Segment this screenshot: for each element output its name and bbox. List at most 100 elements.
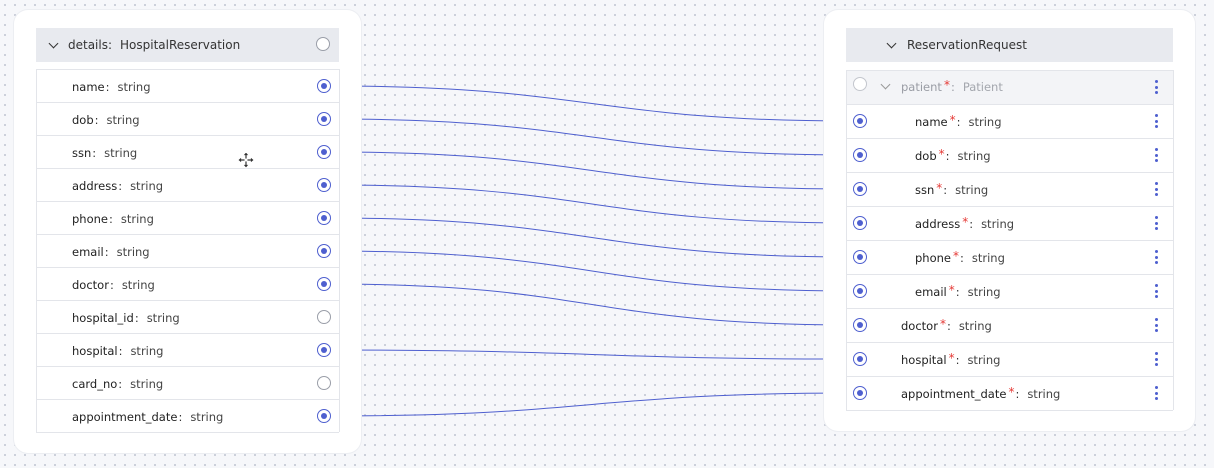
field-type: string bbox=[955, 183, 989, 197]
port-icon[interactable] bbox=[853, 216, 867, 230]
link-appointment-date[interactable] bbox=[330, 392, 854, 417]
port-icon[interactable] bbox=[317, 277, 331, 291]
target-field-doctor[interactable]: doctor *: string bbox=[901, 317, 992, 333]
source-header-type: HospitalReservation bbox=[120, 38, 241, 52]
list-border bbox=[1173, 70, 1174, 410]
field-type: string bbox=[121, 278, 155, 292]
source-field-hospital-id[interactable]: hospital_id: string bbox=[72, 311, 180, 325]
port-icon[interactable] bbox=[853, 182, 867, 196]
list-border bbox=[339, 69, 340, 432]
port-icon[interactable] bbox=[853, 284, 867, 298]
field-name: phone bbox=[915, 251, 951, 265]
required-marker: * bbox=[938, 147, 945, 161]
field-type: Patient bbox=[962, 80, 1003, 94]
required-marker: * bbox=[939, 317, 946, 331]
field-type: string bbox=[130, 377, 164, 391]
required-marker: * bbox=[948, 283, 955, 297]
row-divider bbox=[36, 267, 339, 268]
port-icon[interactable] bbox=[317, 409, 331, 423]
kebab-menu-icon[interactable] bbox=[1151, 318, 1161, 332]
field-name: card_no bbox=[72, 377, 118, 391]
field-type: string bbox=[117, 80, 151, 94]
required-marker: * bbox=[1008, 385, 1015, 399]
port-icon[interactable] bbox=[853, 148, 867, 162]
target-field-patient-name[interactable]: name *: string bbox=[915, 113, 1002, 129]
required-marker: * bbox=[936, 181, 943, 195]
target-field-patient-address[interactable]: address *: string bbox=[915, 215, 1015, 231]
source-field-phone[interactable]: phone: string bbox=[72, 212, 154, 226]
kebab-menu-icon[interactable] bbox=[1151, 284, 1161, 298]
port-icon[interactable] bbox=[317, 343, 331, 357]
port-icon[interactable] bbox=[317, 112, 331, 126]
source-field-doctor[interactable]: doctor: string bbox=[72, 278, 155, 292]
port-icon[interactable] bbox=[853, 352, 867, 366]
kebab-menu-icon[interactable] bbox=[1151, 216, 1161, 230]
target-field-patient-email[interactable]: email *: string bbox=[915, 283, 1001, 299]
port-icon[interactable] bbox=[317, 211, 331, 225]
port-icon[interactable] bbox=[317, 79, 331, 93]
field-type: string bbox=[120, 212, 154, 226]
source-field-name[interactable]: name: string bbox=[72, 80, 151, 94]
field-name: appointment_date bbox=[72, 410, 178, 424]
link-email[interactable] bbox=[330, 250, 854, 292]
target-field-appointment-date[interactable]: appointment_date *: string bbox=[901, 385, 1061, 401]
kebab-menu-icon[interactable] bbox=[1151, 80, 1161, 94]
source-field-card-no[interactable]: card_no: string bbox=[72, 377, 164, 391]
row-divider bbox=[846, 308, 1173, 309]
port-icon[interactable] bbox=[317, 145, 331, 159]
chevron-down-icon[interactable] bbox=[48, 38, 59, 48]
port-icon[interactable] bbox=[853, 386, 867, 400]
field-name: name bbox=[72, 80, 105, 94]
link-phone[interactable] bbox=[330, 217, 854, 258]
port-icon[interactable] bbox=[317, 244, 331, 258]
source-field-appointment-date[interactable]: appointment_date: string bbox=[72, 410, 224, 424]
row-divider bbox=[36, 333, 339, 334]
row-divider bbox=[846, 172, 1173, 173]
port-icon[interactable] bbox=[853, 77, 867, 91]
field-name: hospital bbox=[72, 344, 118, 358]
target-field-patient[interactable]: patient *: Patient bbox=[901, 78, 1003, 94]
link-address[interactable] bbox=[330, 184, 854, 224]
target-header[interactable]: ReservationRequest bbox=[846, 28, 1173, 62]
source-field-email[interactable]: email: string bbox=[72, 245, 150, 259]
port-icon[interactable] bbox=[317, 310, 331, 324]
port-icon[interactable] bbox=[317, 178, 331, 192]
source-field-dob[interactable]: dob: string bbox=[72, 113, 140, 127]
row-divider bbox=[36, 102, 339, 103]
target-field-hospital[interactable]: hospital *: string bbox=[901, 351, 1001, 367]
source-header[interactable]: details: HospitalReservation bbox=[36, 28, 339, 62]
target-field-patient-phone[interactable]: phone *: string bbox=[915, 249, 1005, 265]
source-field-hospital[interactable]: hospital: string bbox=[72, 344, 164, 358]
link-name[interactable] bbox=[330, 85, 854, 122]
port-icon[interactable] bbox=[316, 37, 330, 51]
kebab-menu-icon[interactable] bbox=[1151, 148, 1161, 162]
target-field-patient-dob[interactable]: dob *: string bbox=[915, 147, 991, 163]
link-hospital[interactable] bbox=[330, 349, 854, 360]
field-type: string bbox=[968, 115, 1002, 129]
row-divider bbox=[36, 135, 339, 136]
port-icon[interactable] bbox=[853, 114, 867, 128]
source-field-address[interactable]: address: string bbox=[72, 179, 164, 193]
row-divider bbox=[846, 70, 1173, 71]
target-field-patient-ssn[interactable]: ssn *: string bbox=[915, 181, 989, 197]
kebab-menu-icon[interactable] bbox=[1151, 250, 1161, 264]
required-marker: * bbox=[943, 78, 950, 92]
link-doctor[interactable] bbox=[330, 283, 854, 326]
port-icon[interactable] bbox=[853, 318, 867, 332]
field-name: ssn bbox=[72, 146, 92, 160]
kebab-menu-icon[interactable] bbox=[1151, 182, 1161, 196]
link-dob[interactable] bbox=[330, 118, 854, 156]
chevron-down-icon[interactable] bbox=[886, 38, 897, 48]
port-icon[interactable] bbox=[853, 250, 867, 264]
source-field-ssn[interactable]: ssn: string bbox=[72, 146, 138, 160]
field-name: phone bbox=[72, 212, 108, 226]
kebab-menu-icon[interactable] bbox=[1151, 352, 1161, 366]
kebab-menu-icon[interactable] bbox=[1151, 386, 1161, 400]
link-ssn[interactable] bbox=[330, 151, 854, 190]
row-divider bbox=[846, 274, 1173, 275]
port-icon[interactable] bbox=[317, 376, 331, 390]
kebab-menu-icon[interactable] bbox=[1151, 114, 1161, 128]
row-divider bbox=[36, 432, 339, 433]
required-marker: * bbox=[948, 351, 955, 365]
